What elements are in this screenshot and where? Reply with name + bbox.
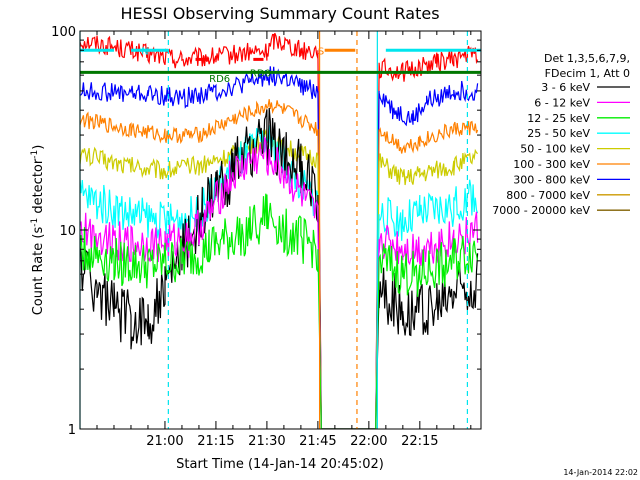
legend-label: 50 - 100 keV — [520, 143, 590, 156]
series-line — [80, 136, 479, 429]
x-axis-label: Start Time (14-Jan-14 20:45:02) — [176, 457, 384, 472]
legend-label: 100 - 300 keV — [513, 158, 590, 171]
legend-header-1: Det 1,3,5,6,7,9, — [544, 52, 630, 65]
y-tick-label: 100 — [51, 25, 76, 40]
flag-label: S — [318, 46, 324, 57]
series-line — [80, 193, 479, 429]
x-tick-label: 22:00 — [350, 434, 387, 449]
legend-label: 6 - 12 keV — [534, 96, 590, 109]
legend-header-2: FDecim 1, Att 0 — [545, 67, 630, 80]
legend-label: 7000 - 20000 keV — [492, 204, 590, 217]
y-axis-label: Count Rate (s-1 detector-1) — [30, 145, 46, 316]
flag-label: RD6 — [209, 74, 230, 85]
legend-label: 12 - 25 keV — [527, 112, 590, 125]
flag-label: N — [141, 46, 148, 57]
x-tick-label: 21:00 — [146, 434, 183, 449]
flag-label: F — [202, 55, 208, 66]
legend-label: 25 - 50 keV — [527, 127, 590, 140]
legend-label: 3 - 6 keV — [541, 81, 590, 94]
x-tick-label: 21:15 — [197, 434, 234, 449]
footer-timestamp: 14-Jan-2014 22:02 — [563, 468, 638, 477]
legend-label: 300 - 800 keV — [513, 173, 590, 186]
legend: Det 1,3,5,6,7,9, FDecim 1, Att 0 3 - 6 k… — [492, 52, 630, 217]
chart-title: HESSI Observing Summary Count Rates — [120, 4, 439, 23]
flag-label: RD0 — [250, 68, 271, 79]
x-tick-label: 22:15 — [401, 434, 438, 449]
x-tick-label: 21:45 — [299, 434, 336, 449]
series-line — [80, 99, 479, 429]
series-line — [80, 125, 479, 429]
x-tick-label: 21:30 — [248, 434, 285, 449]
legend-label: 800 - 7000 keV — [506, 189, 590, 202]
y-tick-label: 10 — [59, 224, 76, 239]
series-line — [80, 66, 479, 429]
y-tick-label: 1 — [68, 423, 76, 438]
series-line — [80, 107, 479, 429]
